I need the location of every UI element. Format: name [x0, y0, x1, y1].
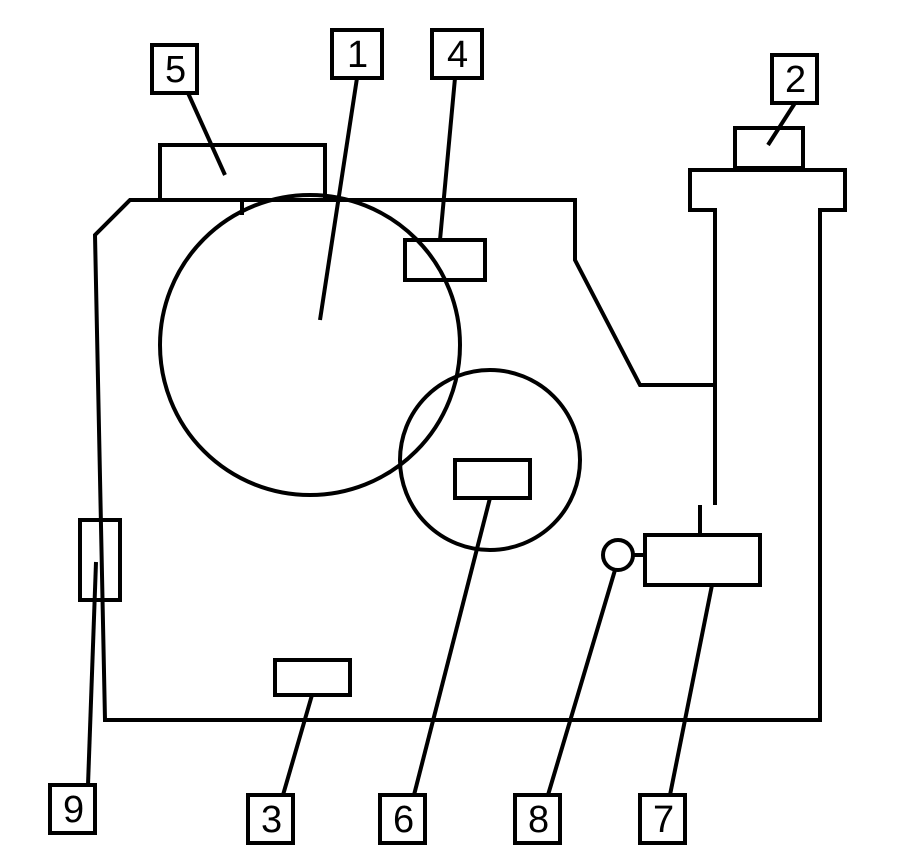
diagram-container: 1 2 3 4 5 6 7 8 [0, 0, 904, 850]
label-3-text: 3 [261, 799, 282, 841]
box-3 [275, 660, 350, 695]
box-6 [455, 460, 530, 498]
box-2 [735, 128, 803, 168]
leader-8 [548, 570, 615, 795]
leader-4 [440, 78, 455, 240]
leader-9 [88, 562, 96, 785]
leader-2 [768, 103, 795, 145]
box-7 [645, 535, 760, 585]
label-5-text: 5 [165, 49, 186, 91]
label-1-text: 1 [347, 34, 368, 76]
box-4 [405, 240, 485, 280]
housing-outline [95, 170, 845, 720]
schematic-svg: 1 2 3 4 5 6 7 8 [0, 0, 904, 850]
leader-7 [670, 585, 712, 795]
leader-3 [283, 695, 312, 795]
leader-5 [188, 93, 225, 175]
label-6-text: 6 [393, 799, 414, 841]
label-4-text: 4 [447, 34, 468, 76]
box-5 [160, 145, 325, 200]
label-7-text: 7 [653, 799, 674, 841]
tiny-circle [603, 540, 633, 570]
label-2-text: 2 [785, 59, 806, 101]
label-8-text: 8 [528, 799, 549, 841]
label-9-text: 9 [63, 789, 84, 831]
